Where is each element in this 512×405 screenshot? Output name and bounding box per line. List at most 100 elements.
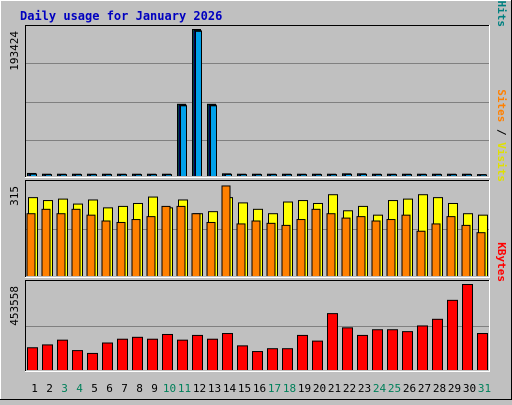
bar-pages-day-2-outline (45, 174, 52, 176)
x-tick-label-day-7: 7 (121, 382, 128, 395)
bar-kbytes-day-30 (463, 285, 472, 370)
bar-sites-day-30 (462, 225, 470, 276)
bar-sites-day-31 (477, 233, 485, 276)
day-19-hits-files-pages (297, 173, 307, 176)
bar-pages-day-3-outline (60, 174, 67, 176)
bar-sites-day-4 (72, 209, 80, 276)
kbytes-panel-ymax-label: 453558 (8, 286, 21, 326)
bar-kbytes-day-16 (253, 352, 262, 370)
bar-sites-day-20 (312, 209, 320, 276)
bar-pages-day-11 (181, 106, 186, 176)
day-16-hits-files-pages (252, 173, 262, 176)
bar-pages-day-19 (301, 175, 306, 176)
day-29-hits-files-pages (447, 173, 457, 176)
bar-pages-day-20-outline (315, 174, 322, 176)
x-tick-label-day-13: 13 (208, 382, 221, 395)
x-tick-label-day-8: 8 (136, 382, 143, 395)
x-tick-label-day-27: 27 (418, 382, 431, 395)
bar-sites-day-5 (87, 215, 95, 276)
day-15-hits-files-pages (237, 173, 247, 176)
day-23-visits-sites (356, 205, 368, 276)
day-7-visits-sites (116, 205, 128, 276)
bar-pages-day-10 (166, 175, 171, 176)
kbytes-panel-legend-kbytes: KBytes (495, 242, 508, 282)
hits-panel-ymax-label: 193424 (8, 31, 21, 71)
bar-kbytes-day-14 (223, 334, 232, 370)
day-26-hits-files-pages (402, 173, 412, 176)
x-tick-label-day-14: 14 (223, 382, 237, 395)
hits-panel-legend-separator: / (495, 0, 508, 1)
bar-kbytes-day-26 (403, 332, 412, 370)
bar-kbytes-day-1 (28, 348, 37, 370)
bar-sites-day-6 (102, 221, 110, 276)
bar-pages-day-9-outline (150, 174, 157, 176)
x-tick-label-day-29: 29 (448, 382, 461, 395)
x-tick-label-day-28: 28 (433, 382, 446, 395)
bar-kbytes-day-6 (103, 343, 112, 370)
x-tick-label-day-25: 25 (388, 382, 401, 395)
day-9-hits-files-pages (147, 173, 157, 176)
bar-kbytes-day-17 (268, 349, 277, 370)
visits-panel-legend: Sites / Visits (495, 89, 508, 182)
day-24-hits-files-pages (372, 173, 382, 176)
bar-kbytes-day-3 (58, 340, 67, 370)
bar-sites-day-8 (132, 220, 140, 276)
x-tick-label-day-2: 2 (46, 382, 53, 395)
bar-pages-day-20 (316, 175, 321, 176)
day-22-visits-sites (341, 210, 353, 276)
day-17-visits-sites (266, 213, 278, 276)
bar-pages-day-17 (271, 175, 276, 176)
day-31-visits-sites (476, 214, 488, 276)
x-tick-label-day-15: 15 (238, 382, 251, 395)
bar-kbytes-day-23 (358, 335, 367, 370)
day-9-visits-sites (146, 196, 158, 276)
bar-sites-day-29 (447, 217, 455, 276)
x-tick-label-day-17: 17 (268, 382, 281, 395)
bar-pages-day-3 (61, 175, 66, 176)
day-11-visits-sites (176, 199, 188, 276)
bar-sites-day-11 (177, 206, 185, 276)
bar-kbytes-day-11 (178, 340, 187, 370)
day-14-visits-sites (221, 185, 233, 276)
x-tick-label-day-16: 16 (253, 382, 266, 395)
day-21-visits-sites (326, 194, 338, 276)
visits-panel-legend-separator: / (495, 122, 508, 142)
bar-pages-day-6-outline (105, 174, 112, 176)
day-20-hits-files-pages (312, 173, 322, 176)
bar-pages-day-31 (481, 175, 486, 176)
day-6-hits-files-pages (102, 173, 112, 176)
bar-sites-day-17 (267, 223, 275, 276)
bar-kbytes-day-9 (148, 339, 157, 370)
bar-sites-day-16 (252, 221, 260, 276)
day-11-hits-files-pages (177, 103, 187, 176)
bar-pages-day-18-outline (285, 174, 292, 176)
day-12-hits-files-pages (192, 29, 202, 177)
day-26-visits-sites (401, 198, 413, 276)
kbytes-panel-legend: KBytes (495, 242, 508, 282)
bar-kbytes-day-8 (133, 337, 142, 370)
day-2-visits-sites (41, 200, 53, 276)
bar-sites-day-7 (117, 222, 125, 276)
hits-panel-legend-hits: Hits (495, 1, 508, 28)
bar-pages-day-1 (31, 174, 36, 176)
day-10-visits-sites (161, 205, 173, 276)
x-tick-label-day-30: 30 (463, 382, 476, 395)
day-12-visits-sites (191, 213, 203, 276)
bar-pages-day-9 (151, 175, 156, 176)
x-tick-label-day-21: 21 (328, 382, 341, 395)
bar-kbytes-day-20 (313, 341, 322, 370)
day-5-hits-files-pages (87, 173, 97, 176)
bar-kbytes-day-2 (43, 345, 52, 370)
bar-pages-day-4 (76, 175, 81, 176)
day-3-hits-files-pages (57, 173, 67, 176)
bar-pages-day-23 (361, 174, 366, 176)
visits-panel: 315 Sites / Visits (8, 89, 508, 278)
bar-pages-day-7 (121, 175, 126, 176)
bar-kbytes-day-19 (298, 335, 307, 370)
bar-kbytes-day-25 (388, 330, 397, 370)
bar-kbytes-day-13 (208, 339, 217, 370)
bar-pages-day-27-outline (420, 174, 427, 176)
bar-pages-day-28 (436, 175, 441, 176)
x-tick-label-day-6: 6 (106, 382, 113, 395)
bar-sites-day-22 (342, 218, 350, 276)
